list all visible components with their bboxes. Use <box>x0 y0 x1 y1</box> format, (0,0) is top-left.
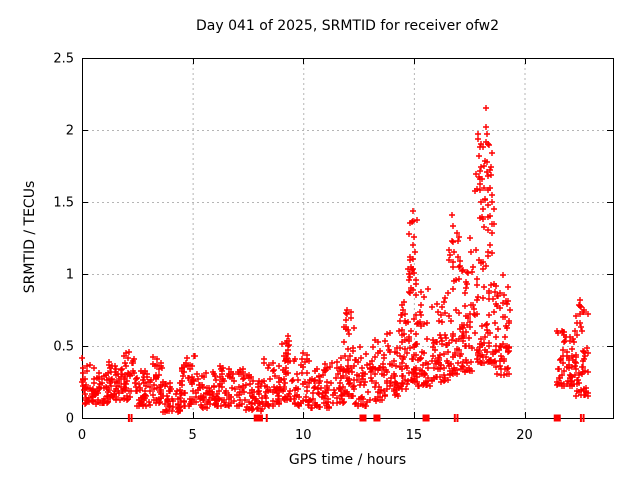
baseline-tick-marker <box>579 414 582 422</box>
baseline-square-marker <box>373 414 381 422</box>
baseline-square-marker <box>359 414 367 422</box>
y-tick-label: 1 <box>66 268 74 283</box>
baseline-square-marker <box>553 414 561 422</box>
x-tick-label: 15 <box>406 428 423 443</box>
y-tick-label: 1.5 <box>53 196 74 211</box>
x-tick-label: 0 <box>78 428 86 443</box>
baseline-square-marker <box>255 414 263 422</box>
x-axis-label: GPS time / hours <box>288 452 407 468</box>
baseline-tick-marker <box>127 414 130 422</box>
y-tick-label: 2 <box>66 124 74 139</box>
baseline-tick-marker <box>456 414 459 422</box>
x-tick-label: 10 <box>295 428 312 443</box>
y-axis-label: SRMTID / TECUs <box>22 180 38 294</box>
baseline-tick-marker <box>582 414 585 422</box>
scatter-points <box>79 105 591 415</box>
baseline-tick-marker <box>130 414 133 422</box>
y-tick-label: 0.5 <box>53 340 74 355</box>
plot-frame <box>82 58 614 419</box>
baseline-square-marker <box>422 414 430 422</box>
x-tick-label: 20 <box>516 428 533 443</box>
x-tick-label: 5 <box>188 428 196 443</box>
chart-title: Day 041 of 2025, SRMTID for receiver ofw… <box>195 18 500 34</box>
y-tick-label: 2.5 <box>53 52 74 67</box>
y-tick-label: 0 <box>66 412 74 427</box>
baseline-tick-marker <box>453 414 456 422</box>
baseline-tick-marker <box>265 414 268 422</box>
